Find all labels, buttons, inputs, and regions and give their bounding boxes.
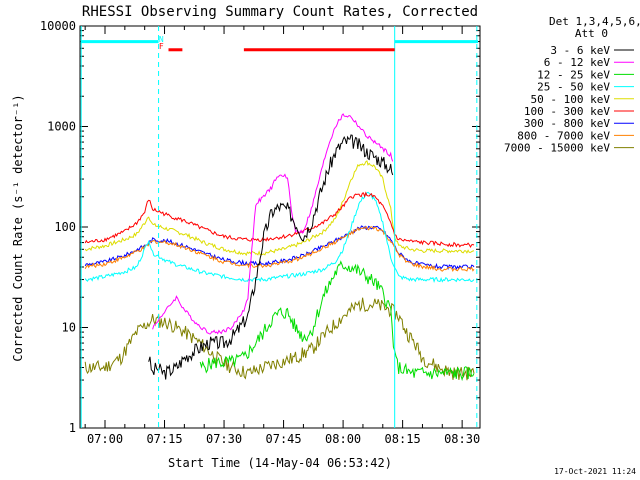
legend-entry-label: 3 - 6 keV	[550, 44, 610, 57]
legend-entry-label: 100 - 300 keV	[524, 105, 610, 118]
legend-entry-label: 25 - 50 keV	[537, 81, 610, 94]
series-line	[84, 191, 475, 249]
plot-frame	[79, 25, 481, 429]
series-line	[148, 134, 394, 380]
chart-title: RHESSI Observing Summary Count Rates, Co…	[82, 4, 478, 20]
series-line	[199, 260, 475, 382]
legend-entry-label: 12 - 25 keV	[537, 68, 610, 81]
y-tick-label: 100	[54, 220, 76, 234]
legend-header: Att 0	[575, 27, 608, 40]
x-axis-label: Start Time (14-May-04 06:53:42)	[168, 456, 392, 470]
x-tick-label: 07:30	[206, 432, 242, 446]
x-tick-label: 07:15	[146, 432, 182, 446]
annotation-label: F	[159, 42, 164, 51]
x-tick-label: 08:00	[325, 432, 361, 446]
legend-entry-label: 7000 - 15000 keV	[504, 142, 610, 155]
y-axis-label: Corrected Count Rate (s⁻¹ detector⁻¹)	[11, 94, 25, 361]
series-line	[152, 113, 394, 335]
legend-entry-label: 800 - 7000 keV	[517, 129, 610, 142]
annotation-label: N	[159, 35, 164, 44]
series-line	[84, 297, 475, 381]
x-tick-label: 07:00	[87, 432, 123, 446]
x-tick-label: 08:30	[444, 432, 480, 446]
legend-header: Det 1,3,4,5,6,9,	[549, 15, 640, 28]
legend-entry-label: 300 - 800 keV	[524, 117, 610, 130]
legend-entry-label: 50 - 100 keV	[531, 93, 611, 106]
footer-timestamp: 17-Oct-2021 11:24	[554, 467, 636, 476]
y-tick-label: 10000	[40, 19, 76, 33]
x-tick-label: 07:45	[266, 432, 302, 446]
legend-entry-label: 6 - 12 keV	[544, 56, 611, 69]
series-line	[84, 191, 475, 283]
y-tick-label: 10	[62, 321, 76, 335]
y-tick-label: 1000	[47, 120, 76, 134]
x-tick-label: 08:15	[385, 432, 421, 446]
y-tick-label: 1	[69, 421, 76, 435]
series-line	[84, 160, 475, 257]
